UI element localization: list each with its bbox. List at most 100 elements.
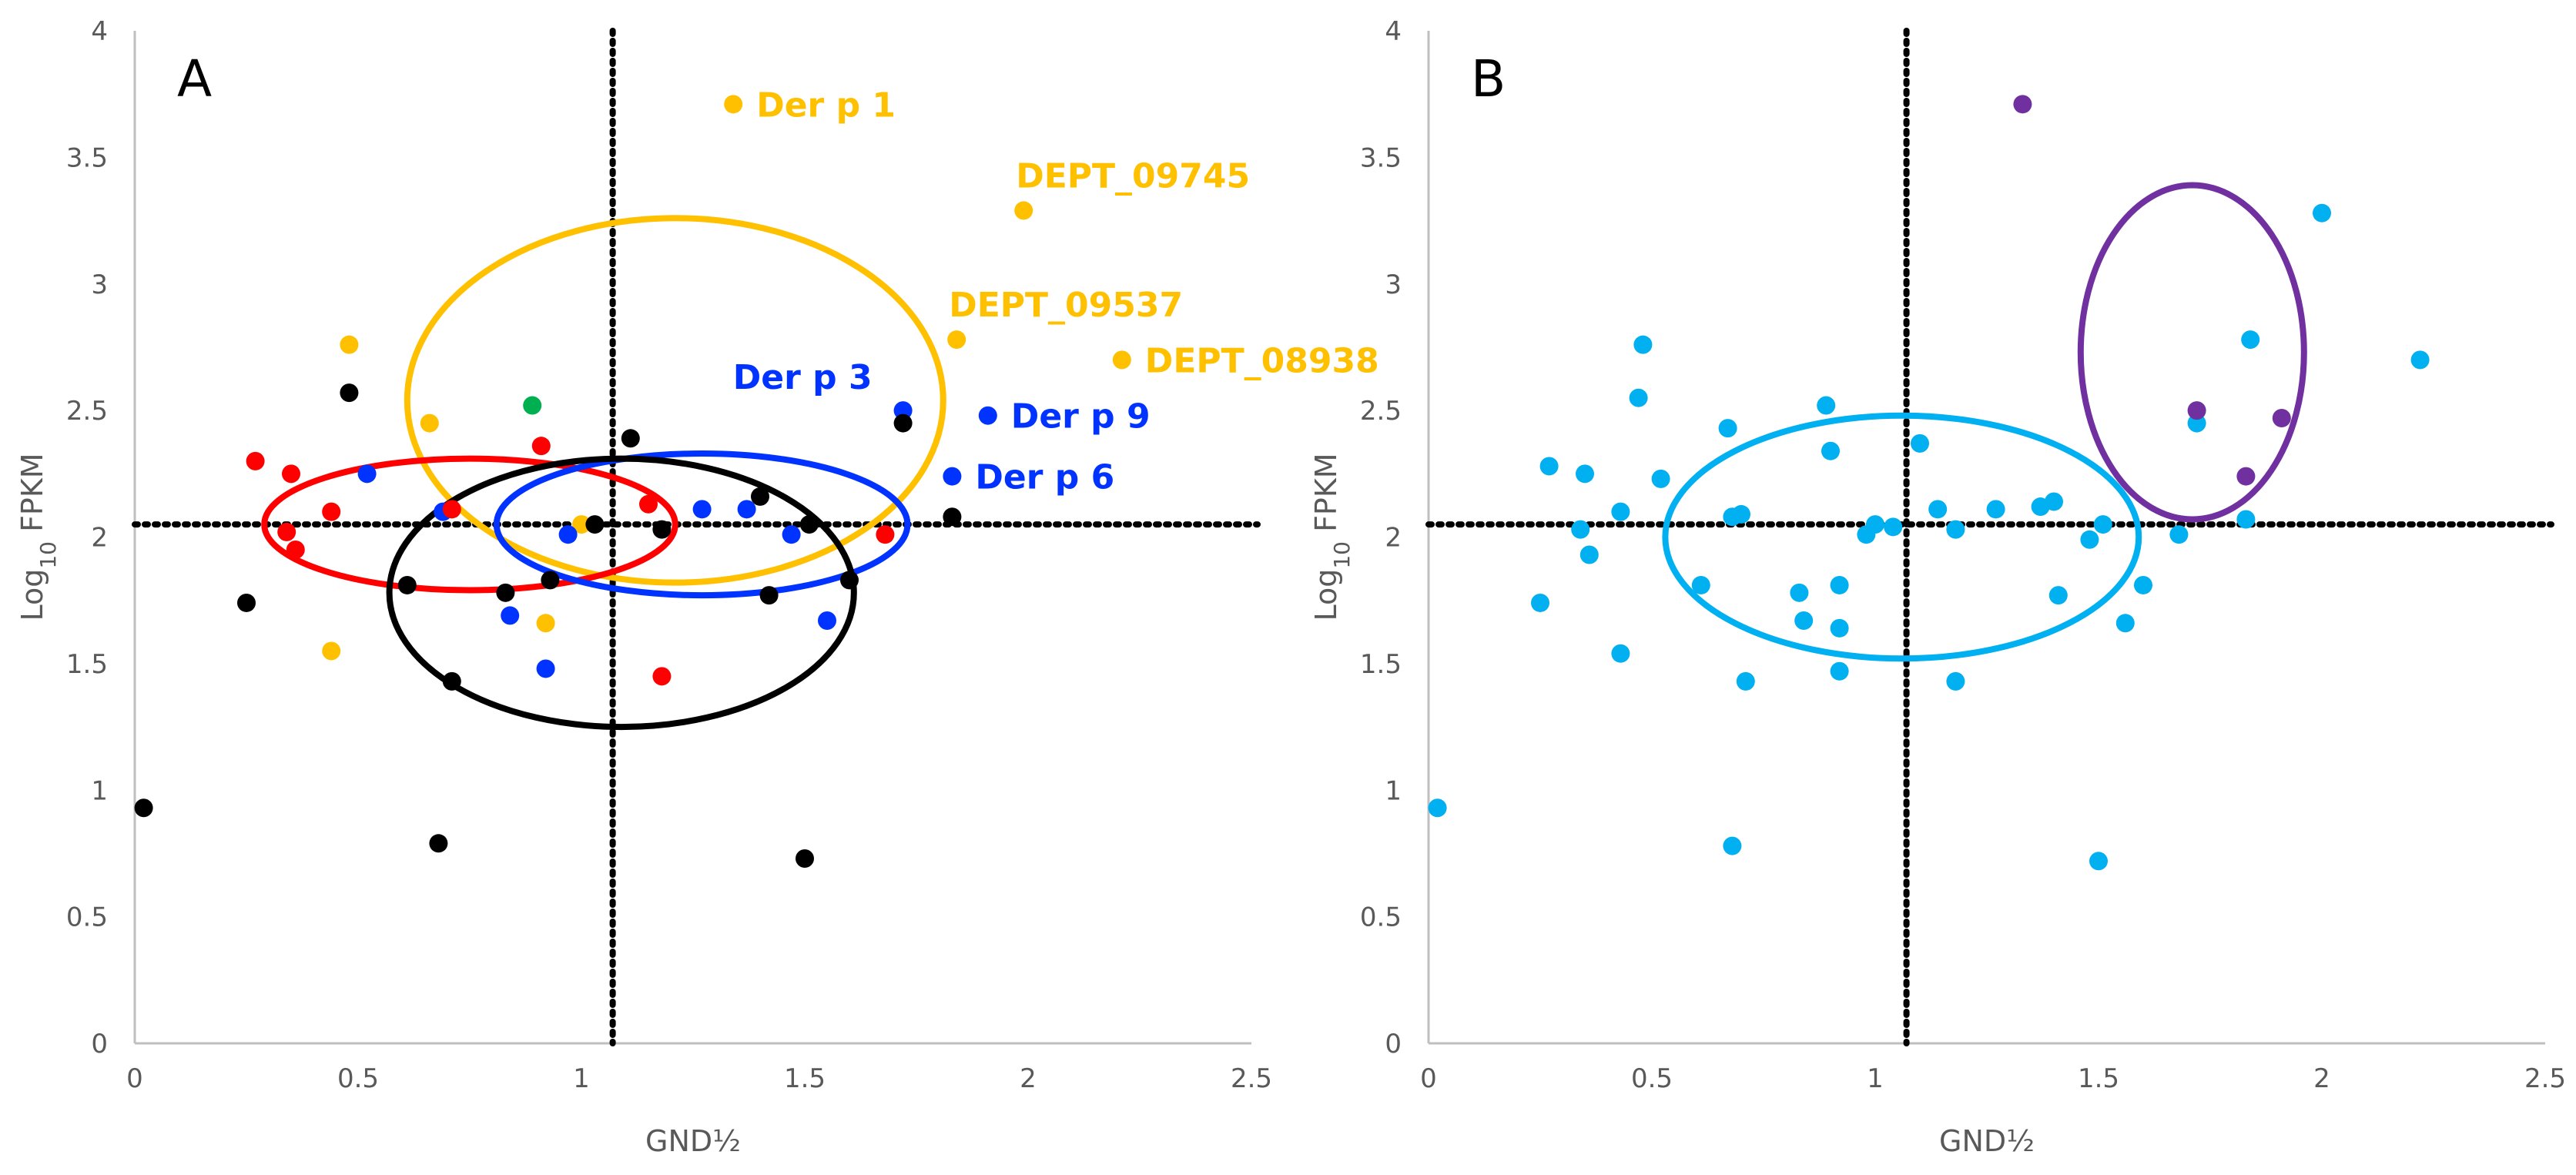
data-point-black — [134, 798, 153, 818]
x-tick-label: 2.5 — [2524, 1063, 2566, 1094]
data-point-red — [286, 540, 305, 559]
data-point-cyan — [1691, 575, 1710, 594]
data-point-black — [840, 571, 859, 590]
data-point-blue — [357, 464, 377, 484]
data-point-purple — [2236, 467, 2256, 486]
point-annotation: Der p 1 — [756, 85, 896, 125]
data-point-cyan — [2115, 614, 2135, 633]
data-point-black — [796, 849, 814, 869]
x-tick-label: 1.5 — [2078, 1063, 2119, 1094]
data-point-blue — [692, 500, 712, 519]
data-point-cyan — [1723, 836, 1742, 855]
data-point-black — [397, 575, 417, 594]
point-annotation: Der p 3 — [733, 358, 873, 397]
cluster-ellipse — [2077, 182, 2307, 523]
point-annotation: DEPT_09745 — [1016, 156, 1250, 196]
data-point-cyan — [1718, 419, 1737, 438]
data-point-cyan — [1946, 520, 1965, 539]
point-annotation: Der p 9 — [1011, 397, 1151, 437]
data-point-yellow — [947, 330, 966, 350]
data-point-blue — [978, 406, 997, 425]
x-axis-title: GND½ — [645, 1124, 741, 1158]
y-tick-label: 2 — [91, 523, 108, 554]
data-point-cyan — [2093, 515, 2112, 534]
data-point-cyan — [1830, 575, 1849, 594]
data-point-cyan — [2134, 575, 2152, 594]
data-point-cyan — [1611, 502, 1630, 521]
data-point-black — [621, 429, 640, 448]
data-point-cyan — [1736, 671, 1755, 691]
cluster-ellipse — [261, 455, 678, 594]
x-axis-title: GND½ — [1939, 1124, 2035, 1158]
data-point-cyan — [2241, 330, 2260, 350]
data-point-blue — [558, 525, 578, 544]
y-tick-label: 3.5 — [1360, 142, 1402, 173]
data-point-red — [531, 437, 551, 456]
data-point-red — [277, 522, 296, 541]
y-tick-label: 0 — [1385, 1029, 1402, 1060]
data-point-cyan — [1866, 515, 1884, 534]
y-tick-label: 0 — [91, 1029, 108, 1060]
data-point-cyan — [1817, 396, 1836, 415]
y-tick-label: 3.5 — [66, 142, 108, 173]
data-point-cyan — [1986, 500, 2005, 519]
x-tick-label: 0.5 — [1631, 1063, 1673, 1094]
chart-panel-a: 0 0.5 1 1.5 2 2.5 0 0.5 1 1.5 2 2.5 3 3.5 4 GND½ Log10 F… — [15, 16, 1379, 1158]
data-point-cyan — [2187, 413, 2206, 433]
y-tick-label: 0.5 — [66, 902, 108, 933]
data-point-blue — [818, 611, 836, 630]
data-point-cyan — [1633, 335, 1653, 354]
x-tick-label: 0 — [126, 1063, 143, 1094]
x-tick-label: 0.5 — [337, 1063, 379, 1094]
cluster-ellipse — [493, 450, 911, 599]
data-point-black — [652, 520, 672, 539]
data-point-red — [282, 464, 300, 484]
data-point-black — [340, 383, 359, 403]
data-point-cyan — [2236, 510, 2256, 529]
y-tick-label: 1.5 — [1360, 649, 1402, 680]
data-point-black — [759, 586, 779, 605]
data-point-cyan — [1732, 504, 1750, 524]
cluster-ellipse — [386, 455, 857, 731]
data-point-yellow — [1014, 201, 1033, 220]
data-point-cyan — [1790, 583, 1809, 602]
data-point-yellow — [340, 335, 359, 354]
point-annotation: DEPT_08938 — [1145, 341, 1379, 380]
data-point-cyan — [1576, 464, 1594, 484]
x-tick-label: 1 — [1867, 1063, 1884, 1094]
data-point-cyan — [2410, 350, 2430, 370]
data-point-red — [652, 667, 672, 686]
y-tick-label: 0.5 — [1360, 902, 1402, 933]
data-point-blue — [536, 659, 555, 678]
data-point-cyan — [1651, 469, 1670, 488]
data-point-blue — [737, 500, 756, 519]
data-point-black — [429, 834, 448, 853]
data-point-red — [246, 451, 265, 470]
data-point-cyan — [1911, 434, 1929, 453]
y-tick-label: 4 — [91, 16, 108, 47]
data-point-black — [442, 671, 461, 691]
cluster-ellipse — [404, 215, 946, 586]
data-point-cyan — [1830, 618, 1849, 638]
y-tick-label: 2.5 — [1360, 396, 1402, 427]
data-point-yellow — [572, 515, 591, 534]
y-tick-label: 1.5 — [66, 649, 108, 680]
cluster-ellipse — [1662, 412, 2142, 662]
data-point-cyan — [1928, 500, 1948, 519]
panel-label: A — [177, 49, 212, 109]
data-point-cyan — [1531, 593, 1549, 612]
data-point-blue — [893, 401, 913, 420]
data-point-black — [799, 515, 819, 534]
data-point-cyan — [1539, 457, 1559, 476]
data-point-black — [237, 593, 256, 612]
data-point-black — [893, 413, 913, 433]
data-point-purple — [2272, 408, 2291, 427]
y-tick-label: 4 — [1385, 16, 1402, 47]
data-point-cyan — [1611, 644, 1630, 663]
point-annotation: DEPT_09537 — [949, 286, 1183, 325]
data-point-cyan — [1794, 611, 1814, 630]
data-point-green — [523, 396, 542, 415]
data-point-cyan — [1571, 520, 1590, 539]
data-point-yellow — [420, 413, 439, 433]
